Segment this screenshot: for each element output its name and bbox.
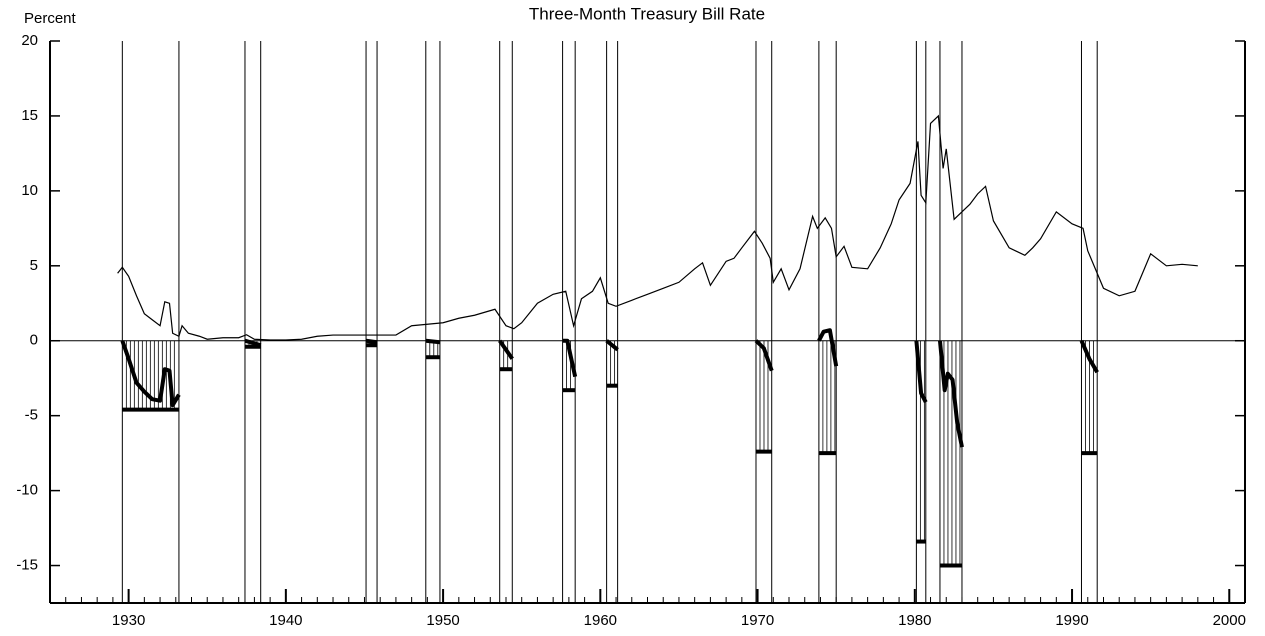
recession-change: [754, 339, 774, 372]
y-tick-label: 0: [30, 332, 38, 349]
recession-change: [244, 338, 262, 348]
x-tick-label: 1940: [269, 612, 302, 629]
recession-change: [937, 340, 964, 448]
y-tick-label: -15: [16, 557, 38, 574]
x-tick-label: 1980: [898, 612, 931, 629]
recession-change: [562, 338, 578, 378]
y-tick-label: 15: [21, 107, 38, 124]
recession-change: [425, 338, 441, 345]
y-tick-label: -5: [25, 407, 38, 424]
recession-change: [605, 339, 619, 352]
chart-title: Three-Month Treasury Bill Rate: [529, 4, 765, 23]
recession-change: [817, 328, 839, 367]
recession-change: [365, 338, 378, 345]
y-tick-label: 20: [21, 32, 38, 49]
recession-change: [498, 339, 514, 360]
x-tick-label: 1990: [1055, 612, 1088, 629]
y-tick-label: 10: [21, 182, 38, 199]
recession-change: [914, 340, 928, 404]
x-tick-label: 2000: [1213, 612, 1246, 629]
y-axis-label: Percent: [24, 10, 77, 27]
y-tick-label: -10: [16, 482, 38, 499]
x-tick-label: 1960: [584, 612, 617, 629]
y-tick-label: 5: [30, 257, 38, 274]
recession-change: [120, 340, 181, 408]
x-tick-label: 1970: [741, 612, 774, 629]
x-tick-label: 1930: [112, 612, 145, 629]
x-tick-label: 1950: [426, 612, 459, 629]
rate-line: [117, 114, 1198, 341]
recession-change: [1079, 339, 1099, 374]
